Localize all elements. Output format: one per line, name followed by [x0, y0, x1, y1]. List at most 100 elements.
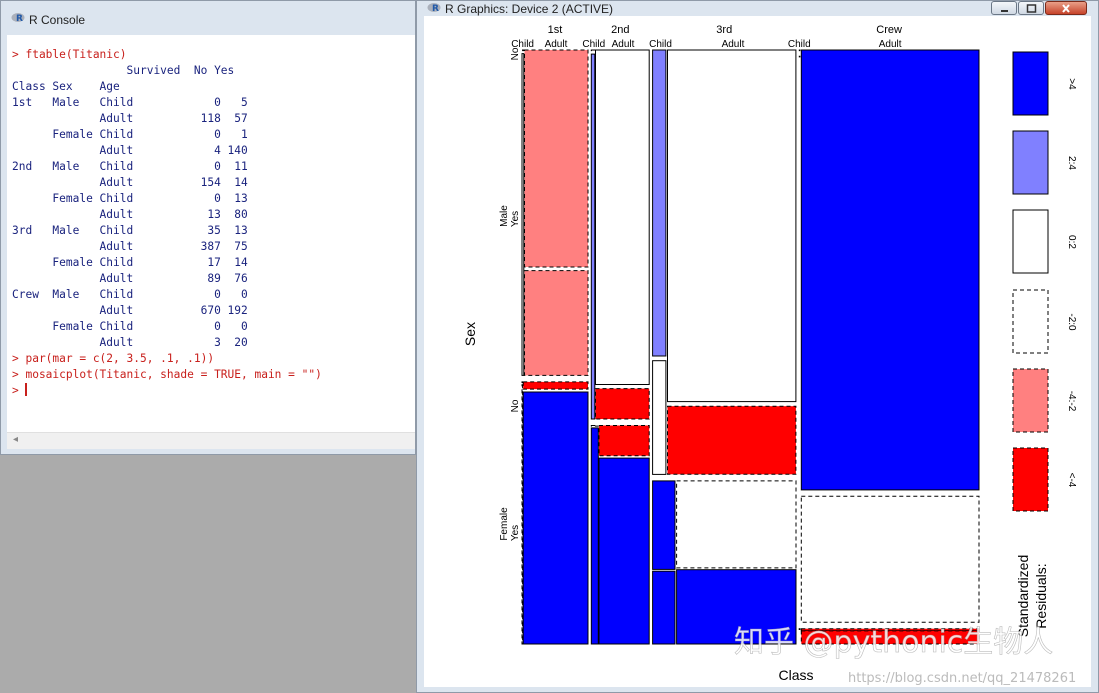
console-output-line: 2nd Male Child 0 11: [12, 160, 248, 173]
maximize-icon: [1026, 4, 1037, 13]
console-output-line: Female Child 0 1: [12, 128, 248, 141]
console-titlebar[interactable]: R R Console: [1, 1, 415, 31]
svg-text:R: R: [432, 4, 439, 13]
legend-swatch: [1012, 209, 1049, 274]
svg-text:R: R: [16, 14, 23, 23]
age-tick-label: Adult: [722, 39, 745, 50]
console-output-line: Adult 154 14: [12, 176, 248, 189]
console-horizontal-scrollbar[interactable]: ◂: [7, 432, 415, 449]
age-tick-label: Adult: [545, 39, 568, 50]
console-output-line: Adult 4 140: [12, 144, 248, 157]
mosaic-tile: [676, 569, 797, 645]
survived-tick-label: No: [510, 399, 521, 412]
mosaic-tile: [798, 55, 801, 58]
survived-tick-label: Yes: [510, 211, 521, 227]
mosaic-plot-svg: 1st 2nd 3rd Crew Child Adult Child Adult Child Ad…: [462, 24, 1077, 686]
watermark-logo: 知乎 @pythonic生物人: [734, 625, 1053, 660]
legend-title: Standardized: [1015, 555, 1031, 638]
legend-swatch: [1012, 447, 1049, 512]
mosaic-tile: [590, 53, 596, 420]
console-output-line: Female Child 0 13: [12, 192, 248, 205]
legend-entry-label: -4:-2: [1066, 391, 1077, 412]
age-tick-label: Child: [511, 39, 534, 50]
console-output-line: Class Sex Age: [12, 80, 248, 93]
console-output-line: Adult 13 80: [12, 208, 248, 221]
mosaic-tile: [524, 49, 589, 268]
survived-tick-label: Yes: [510, 525, 521, 541]
console-command-line: >: [12, 383, 28, 397]
class-tick-label: 1st: [548, 24, 563, 36]
class-tick-label: Crew: [876, 24, 902, 36]
mosaic-tile: [798, 628, 801, 631]
mosaic-tile: [800, 495, 980, 623]
age-tick-label: Adult: [879, 39, 902, 50]
legend-swatch: [1012, 130, 1049, 195]
legend-entry-label: >4: [1066, 78, 1077, 90]
y-axis-title: Sex: [462, 322, 478, 346]
mosaic-tile: [667, 405, 797, 475]
age-tick-label: Child: [788, 39, 811, 50]
legend-entry-label: 2:4: [1066, 156, 1077, 170]
age-tick-label: Adult: [612, 39, 635, 50]
legend-swatch: [1012, 368, 1049, 433]
age-tick-label: Child: [649, 39, 672, 50]
sex-tick-label: Female: [499, 507, 510, 541]
console-output-line: Adult 3 20: [12, 336, 248, 349]
graphics-title: R Graphics: Device 2 (ACTIVE): [445, 2, 614, 16]
mosaic-tile: [800, 49, 980, 491]
console-command-line: > ftable(Titanic): [12, 48, 127, 61]
r-graphics-window[interactable]: R R Graphics: Device 2 (ACTIVE) 1st 2nd 3r…: [416, 0, 1099, 693]
survived-tick-label: No: [510, 47, 521, 60]
legend-title: Residuals:: [1033, 563, 1049, 628]
console-output-line: Female Child 17 14: [12, 256, 248, 269]
mosaic-tile: [667, 49, 797, 403]
mosaic-tile: [652, 480, 676, 570]
console-output-line: Adult 387 75: [12, 240, 248, 253]
legend-swatch: [1012, 289, 1049, 354]
r-console-window[interactable]: R R Console > ftable(Titanic) Survived N…: [0, 0, 416, 455]
mosaic-tile: [521, 384, 524, 645]
mosaic-tile: [800, 630, 980, 645]
mosaic-tile: [521, 49, 525, 52]
console-output-line: Survived No Yes: [12, 64, 235, 77]
maximize-button[interactable]: [1018, 1, 1044, 15]
legend-entry-label: -2:0: [1066, 313, 1077, 331]
mosaic-tile: [521, 381, 524, 383]
r-logo-icon: R: [11, 13, 25, 23]
r-logo-icon: R: [427, 3, 441, 13]
scroll-left-icon[interactable]: ◂: [13, 434, 19, 445]
legend-entry-label: 0:2: [1066, 235, 1077, 249]
mosaic-tile: [521, 53, 525, 376]
mosaic-tile: [652, 49, 667, 357]
mosaic-tile: [595, 49, 650, 385]
console-output-line: Adult 118 57: [12, 112, 248, 125]
mosaic-tile: [595, 388, 650, 420]
minimize-button[interactable]: [991, 1, 1017, 15]
watermark-url: https://blog.csdn.net/qq_21478261: [848, 671, 1076, 686]
mosaic-tile: [598, 457, 650, 645]
age-tick-label: Child: [582, 39, 605, 50]
graphics-titlebar[interactable]: R R Graphics: Device 2 (ACTIVE): [417, 1, 1098, 31]
console-output-line: Adult 89 76: [12, 272, 248, 285]
console-output-line: 1st Male Child 0 5: [12, 96, 248, 109]
mosaic-tile: [524, 270, 589, 376]
legend-entry-label: <-4: [1066, 473, 1077, 488]
console-output-line: Adult 670 192: [12, 304, 248, 317]
mosaic-tile: [590, 427, 599, 645]
console-output-line: Female Child 0 0: [12, 320, 248, 333]
mosaic-tile: [522, 391, 589, 645]
mosaic-tile: [676, 480, 797, 569]
mosaic-plot: 1st 2nd 3rd Crew Child Adult Child Adult Child Ad…: [424, 16, 1091, 687]
legend-swatch: [1012, 51, 1049, 116]
console-output-line: 3rd Male Child 35 13: [12, 224, 248, 237]
mosaic-tile: [522, 381, 589, 390]
console-output-line: Crew Male Child 0 0: [12, 288, 248, 301]
mosaic-tile: [652, 360, 667, 475]
mosaic-tile: [800, 628, 980, 632]
mosaic-tile: [652, 570, 676, 645]
sex-tick-label: Male: [499, 205, 510, 227]
close-button[interactable]: [1045, 1, 1087, 15]
console-command-line: > par(mar = c(2, 3.5, .1, .1)): [12, 352, 215, 365]
console-output[interactable]: > ftable(Titanic) Survived No Yes Class S…: [7, 35, 415, 433]
x-axis-title: Class: [778, 667, 813, 683]
